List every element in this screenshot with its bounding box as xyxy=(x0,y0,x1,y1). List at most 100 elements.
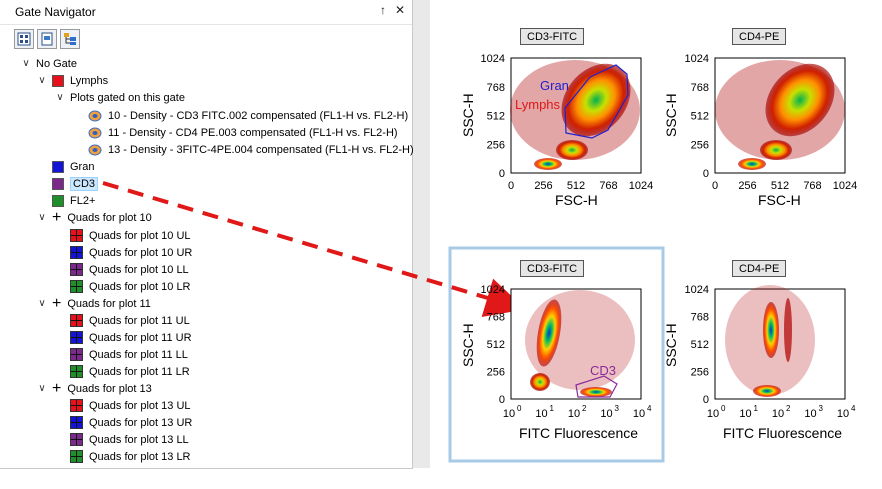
tree-node-plots-gated[interactable]: ∨ Plots gated on this gate xyxy=(54,89,185,106)
x-tick-exponent: 1 xyxy=(550,404,555,413)
tree-node-plot-13[interactable]: 13 - Density - 3FITC-4PE.004 compensated… xyxy=(88,141,414,158)
tree-icon xyxy=(64,33,76,45)
toolbar-button-1[interactable] xyxy=(14,29,34,49)
density-cloud xyxy=(510,60,640,160)
x-tick-label: 512 xyxy=(567,180,585,192)
x-tick-exponent: 0 xyxy=(517,404,522,413)
toolbar-button-2[interactable] xyxy=(37,29,57,49)
tree-node-quad-13-ll[interactable]: Quads for plot 13 LL xyxy=(70,431,189,448)
tree-label: Quads for plot 11 UL xyxy=(89,314,190,327)
tree-node-quads-10[interactable]: ∨ + Quads for plot 10 xyxy=(36,209,152,226)
tree-node-quad-10-lr[interactable]: Quads for plot 10 LR xyxy=(70,278,191,295)
close-icon[interactable]: ✕ xyxy=(395,3,406,17)
toolbar xyxy=(14,29,80,51)
density-plot-2[interactable] xyxy=(714,50,849,174)
toolbar-button-3[interactable] xyxy=(60,29,80,49)
tree-node-quad-11-ll[interactable]: Quads for plot 11 LL xyxy=(70,346,188,363)
chevron-down-icon[interactable]: ∨ xyxy=(38,212,46,223)
quadrant-purple-icon xyxy=(70,263,83,276)
quadrant-green-icon xyxy=(70,450,83,463)
tree-node-quad-13-ul[interactable]: Quads for plot 13 UL xyxy=(70,397,191,414)
x-axis-label-4: FITC Fluorescence xyxy=(723,425,842,441)
quadrant-red-icon xyxy=(70,229,83,242)
x-tick-exponent: 4 xyxy=(647,404,652,413)
chevron-down-icon[interactable]: ∨ xyxy=(38,298,46,309)
y-tick-label: 1024 xyxy=(481,53,505,65)
tree-label: Quads for plot 10 UR xyxy=(89,246,193,259)
tree-label: Quads for plot 10 LL xyxy=(89,263,189,276)
plot-title-1[interactable]: CD3-FITC xyxy=(520,28,585,45)
y-axis-label-2: SSC-H xyxy=(663,93,679,137)
tree-node-fl2[interactable]: FL2+ xyxy=(52,192,95,209)
chevron-down-icon[interactable]: ∨ xyxy=(22,58,30,69)
tree-node-quads-11[interactable]: ∨ + Quads for plot 11 xyxy=(36,295,151,312)
x-tick-label: 10 xyxy=(837,408,849,420)
tree-node-quad-11-ur[interactable]: Quads for plot 11 UR xyxy=(70,329,192,346)
tree-node-plot-10[interactable]: 10 - Density - CD3 FITC.002 compensated … xyxy=(88,107,408,124)
density-cloud xyxy=(715,60,845,160)
x-tick-label: 10 xyxy=(633,408,645,420)
lymphs-gate-label: Lymphs xyxy=(515,97,561,112)
density-plot-4[interactable] xyxy=(714,285,846,400)
plot-title-3[interactable]: CD3-FITC xyxy=(520,260,585,277)
y-tick-label: 0 xyxy=(499,394,505,406)
density-core xyxy=(580,387,612,397)
tree-node-lymphs[interactable]: ∨ Lymphs xyxy=(36,72,108,89)
density-plot-3[interactable]: CD3 xyxy=(510,288,642,400)
x-tick-label: 0 xyxy=(508,180,514,192)
tree-label: 10 - Density - CD3 FITC.002 compensated … xyxy=(108,109,409,122)
gran-gate-label: Gran xyxy=(540,78,569,93)
y-axis-label-3: SSC-H xyxy=(460,323,476,367)
quadrant-red-icon xyxy=(70,314,83,327)
plot-title-2[interactable]: CD4-PE xyxy=(732,28,787,45)
tree-node-quad-11-ul[interactable]: Quads for plot 11 UL xyxy=(70,312,190,329)
y-tick-label: 768 xyxy=(487,312,505,324)
red-gate-swatch-icon xyxy=(52,74,64,87)
selected-plot-highlight xyxy=(448,246,665,463)
panel-splitter[interactable] xyxy=(413,0,430,468)
document-icon xyxy=(41,32,53,46)
cd3-gate-polygon[interactable] xyxy=(575,375,618,398)
chevron-down-icon[interactable]: ∨ xyxy=(38,383,46,394)
y-tick-label: 1024 xyxy=(481,284,505,296)
y-tick-label: 512 xyxy=(691,111,709,123)
tree-node-no-gate[interactable]: ∨ No Gate xyxy=(20,55,77,72)
density-core xyxy=(753,385,781,397)
density-core xyxy=(536,299,562,367)
tree-label: Quads for plot 10 xyxy=(67,211,152,224)
pin-icon[interactable]: ↑ xyxy=(380,3,386,17)
plot-title-4[interactable]: CD4-PE xyxy=(732,260,787,277)
tree-node-quad-11-lr[interactable]: Quads for plot 11 LR xyxy=(70,363,190,380)
tree-node-quad-10-ul[interactable]: Quads for plot 10 UL xyxy=(70,227,191,244)
blue-gate-swatch-icon xyxy=(52,160,64,173)
chevron-down-icon[interactable]: ∨ xyxy=(56,92,64,103)
tree-node-quad-10-ur[interactable]: Quads for plot 10 UR xyxy=(70,244,192,261)
tree-node-cd3[interactable]: CD3 xyxy=(52,175,99,192)
y-tick-label: 1024 xyxy=(685,284,709,296)
density-core xyxy=(784,298,792,362)
quadrant-blue-icon xyxy=(70,331,83,344)
tree-node-quads-13[interactable]: ∨ + Quads for plot 13 xyxy=(36,380,152,397)
tree-node-plot-11[interactable]: 11 - Density - CD4 PE.003 compensated (F… xyxy=(88,124,398,141)
tree-label: Gran xyxy=(70,160,95,173)
gran-gate-polygon[interactable] xyxy=(564,64,629,139)
chevron-down-icon[interactable]: ∨ xyxy=(38,75,46,86)
y-tick-label: 256 xyxy=(691,367,709,379)
tree-label: Quads for plot 13 xyxy=(67,382,152,395)
x-tick-label: 256 xyxy=(534,180,552,192)
tree-label: FL2+ xyxy=(70,194,96,207)
y-axis-label-4: SSC-H xyxy=(663,323,679,367)
tree-node-gran[interactable]: Gran xyxy=(52,158,94,175)
y-tick-label: 512 xyxy=(487,339,505,351)
purple-gate-swatch-icon xyxy=(52,177,64,190)
y-tick-label: 512 xyxy=(487,111,505,123)
tree-label: 11 - Density - CD4 PE.003 compensated (F… xyxy=(108,126,398,139)
tree-node-quad-13-ur[interactable]: Quads for plot 13 UR xyxy=(70,414,192,431)
y-tick-label: 768 xyxy=(691,312,709,324)
tree-node-quad-13-lr[interactable]: Quads for plot 13 LR xyxy=(70,448,191,465)
x-tick-exponent: 3 xyxy=(819,404,824,413)
green-gate-swatch-icon xyxy=(52,194,64,207)
density-plot-1[interactable]: Gran Lymphs xyxy=(510,50,645,174)
tree-node-quad-10-ll[interactable]: Quads for plot 10 LL xyxy=(70,261,189,278)
x-tick-label: 10 xyxy=(503,408,515,420)
